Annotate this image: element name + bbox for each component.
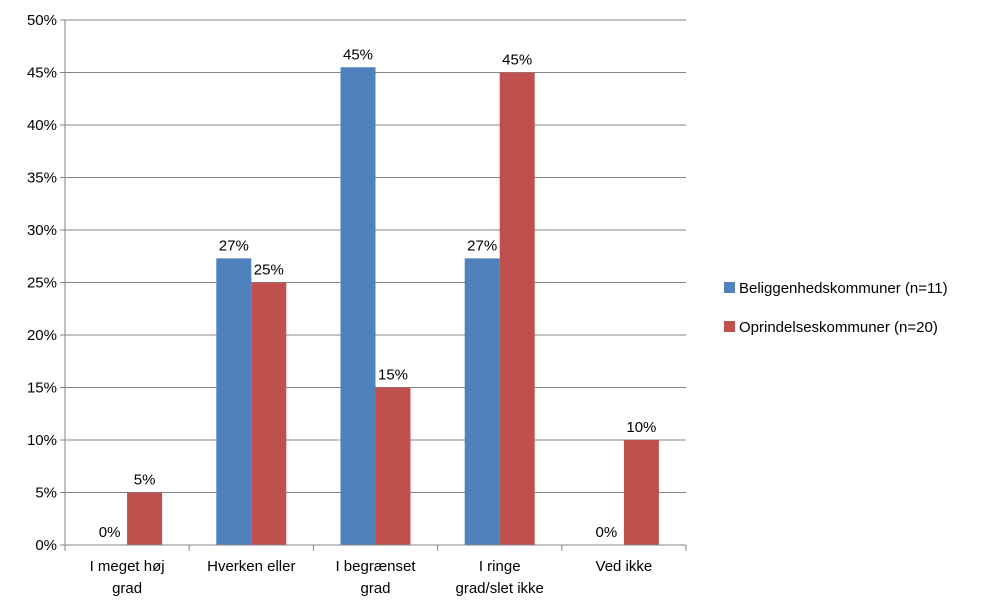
x-tick-label: grad bbox=[360, 580, 390, 597]
y-tick-label: 0% bbox=[35, 537, 57, 554]
y-tick-label: 40% bbox=[27, 117, 57, 134]
bar bbox=[251, 282, 287, 545]
x-tick-label: Hverken eller bbox=[207, 558, 295, 575]
legend-swatch bbox=[724, 321, 735, 332]
data-label: 25% bbox=[254, 262, 284, 279]
y-tick-label: 15% bbox=[27, 380, 57, 397]
data-label: 27% bbox=[467, 237, 497, 254]
x-tick-label: I ringe bbox=[479, 558, 521, 575]
data-label: 0% bbox=[99, 524, 121, 541]
bar bbox=[340, 67, 376, 545]
y-tick-label: 5% bbox=[35, 485, 57, 502]
x-tick-label: I begrænset bbox=[335, 558, 416, 575]
x-tick-label: I meget høj bbox=[90, 558, 165, 575]
data-label: 27% bbox=[219, 237, 249, 254]
x-tick-label: Ved ikke bbox=[596, 558, 653, 575]
y-tick-label: 30% bbox=[27, 222, 57, 239]
data-label: 15% bbox=[378, 367, 408, 384]
y-tick-label: 20% bbox=[27, 327, 57, 344]
y-tick-label: 45% bbox=[27, 65, 57, 82]
data-label: 10% bbox=[626, 419, 656, 436]
x-tick-label: grad bbox=[112, 580, 142, 597]
data-label: 45% bbox=[343, 46, 373, 63]
legend-label: Beliggenhedskommuner (n=11) bbox=[739, 280, 948, 297]
data-label: 0% bbox=[596, 524, 618, 541]
data-label: 45% bbox=[502, 52, 532, 69]
y-tick-label: 10% bbox=[27, 432, 57, 449]
legend-swatch bbox=[724, 282, 735, 293]
bar bbox=[375, 387, 411, 545]
y-tick-label: 25% bbox=[27, 275, 57, 292]
bars bbox=[127, 67, 659, 545]
legend: Beliggenhedskommuner (n=11) Oprindelsesko… bbox=[724, 280, 948, 336]
y-tick-label: 35% bbox=[27, 170, 57, 187]
x-tick-label: grad/slet ikke bbox=[456, 580, 544, 597]
data-labels: 0% 5% 27% 25% 45% 15% 27% 45% 0% 10% bbox=[99, 46, 657, 541]
bar bbox=[127, 492, 163, 545]
x-axis: I meget høj grad Hverken eller I begrænset g… bbox=[64, 544, 687, 597]
bar bbox=[499, 72, 535, 545]
y-tick-label: 50% bbox=[27, 12, 57, 29]
bar bbox=[216, 258, 252, 545]
bar bbox=[623, 440, 659, 545]
bar bbox=[464, 258, 500, 545]
y-axis: 0% 5% 10% 15% 20% 25% 30% 35% 40% 45% 50% bbox=[27, 12, 66, 554]
legend-label: Oprindelseskommuner (n=20) bbox=[739, 319, 938, 336]
data-label: 5% bbox=[134, 472, 156, 489]
